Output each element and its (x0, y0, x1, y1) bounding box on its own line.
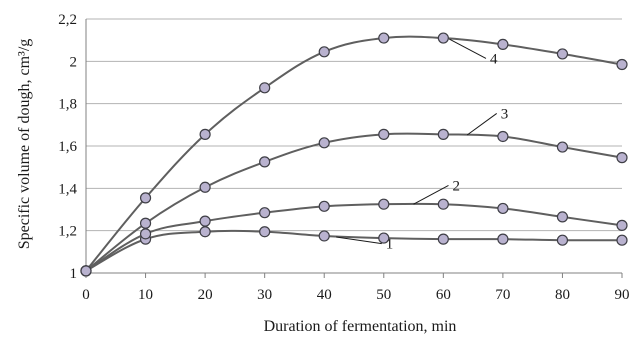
x-tick-label: 60 (436, 287, 451, 303)
data-point-series-1 (318, 230, 330, 242)
series-line-2 (85, 202, 623, 272)
x-tick-label: 50 (376, 287, 391, 303)
data-point-series-3 (556, 141, 569, 153)
data-point-series-4 (259, 82, 271, 94)
x-tick-label: 40 (317, 287, 332, 303)
x-tick-label: 70 (495, 287, 510, 303)
data-point-series-4 (616, 58, 628, 71)
data-point-series-4 (556, 48, 569, 60)
data-point-series-3 (616, 152, 628, 164)
data-point-series-2 (497, 202, 509, 215)
x-tick-label: 30 (257, 287, 272, 303)
data-point-series-2 (259, 207, 271, 219)
data-point-series-2 (318, 200, 330, 212)
x-tick-label: 20 (198, 287, 213, 303)
data-point-series-1 (556, 234, 569, 246)
data-point-series-2 (199, 215, 211, 227)
data-point-series-4 (199, 128, 211, 140)
leader-line-3 (466, 113, 498, 136)
x-tick-label: 80 (555, 287, 570, 303)
data-point-series-2 (556, 211, 569, 223)
data-point-series-3 (259, 156, 271, 168)
data-point-series-2 (437, 198, 449, 210)
y-tick-label: 1,4 (58, 181, 77, 197)
data-point-series-1 (616, 234, 628, 246)
data-point-series-4 (497, 38, 509, 51)
data-point-series-1 (497, 233, 509, 245)
leader-line-4 (449, 38, 487, 59)
y-tick-label: 1 (70, 266, 78, 282)
data-point-series-1 (199, 226, 211, 238)
data-point-series-2 (139, 228, 152, 240)
leader-line-1 (336, 236, 382, 245)
data-point-series-4 (318, 46, 330, 58)
y-tick-label: 2,2 (58, 12, 77, 28)
data-point-series-4 (139, 192, 152, 204)
series-line-4 (85, 35, 623, 272)
data-point-series-2 (616, 219, 628, 231)
curve-label-2: 2 (452, 178, 460, 194)
y-tick-label: 2 (70, 54, 78, 70)
data-point-series-3 (199, 181, 211, 193)
data-point-series-3 (318, 137, 330, 149)
data-point-series-3 (378, 128, 390, 140)
data-point-series-1 (437, 233, 449, 245)
data-point-series-4 (437, 32, 449, 44)
series-group (80, 32, 628, 277)
data-point-series-2 (378, 198, 390, 210)
y-tick-label: 1,2 (58, 224, 77, 240)
y-tick-label: 1,6 (58, 139, 77, 155)
curve-label-4: 4 (490, 51, 498, 67)
data-point-series-3 (497, 130, 509, 143)
series-line-1 (85, 229, 623, 272)
tick-labels: 1 1,2 1,4 1,6 1,8 2 2,2 0 10 20 30 40 50 60 70 80 90 (58, 12, 629, 303)
curve-label-1: 1 (386, 237, 394, 253)
leader-line-2 (413, 184, 449, 205)
data-point-series-3 (437, 128, 449, 140)
series-line-3 (85, 132, 623, 272)
y-tick-label: 1,8 (58, 97, 77, 113)
x-tick-label: 0 (82, 287, 90, 303)
data-point-series-1 (259, 226, 271, 238)
x-axis-title: Duration of fermentation, min (264, 318, 457, 335)
x-tick-label: 10 (138, 287, 153, 303)
curve-label-3: 3 (501, 106, 509, 122)
gridlines (86, 18, 622, 232)
data-point-series-4 (80, 265, 92, 277)
data-point-series-1 (378, 232, 390, 244)
axes (85, 19, 623, 278)
curve-labels: 1 2 3 4 (336, 38, 509, 253)
data-point-series-4 (378, 32, 390, 44)
data-point-series-3 (139, 217, 152, 229)
y-axis-title: Specific volume of dough, cm³/g (16, 39, 33, 250)
x-tick-label: 90 (615, 287, 630, 303)
